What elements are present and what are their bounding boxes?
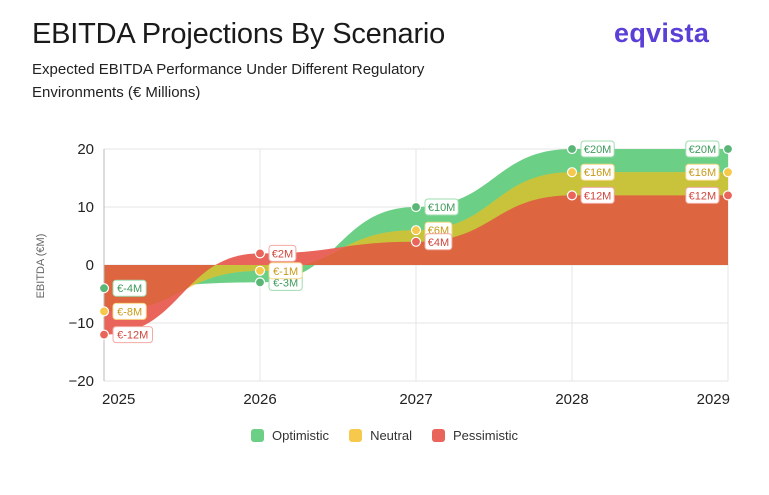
data-label-text: €-4M bbox=[117, 283, 142, 295]
marker-neutral bbox=[254, 265, 266, 276]
chart-title: EBITDA Projections By Scenario bbox=[32, 18, 446, 50]
data-label-pessimistic: €12M bbox=[685, 186, 720, 204]
data-label-text: €-1M bbox=[273, 266, 298, 278]
x-tick-label: 2029 bbox=[697, 391, 730, 408]
marker-optimistic bbox=[410, 201, 422, 213]
legend-item-neutral[interactable]: Neutral bbox=[349, 428, 412, 443]
legend-label: Neutral bbox=[370, 428, 412, 443]
marker-pessimistic bbox=[254, 248, 266, 259]
x-tick-label: 2028 bbox=[555, 391, 588, 408]
legend-item-optimistic[interactable]: Optimistic bbox=[251, 428, 329, 443]
marker-neutral bbox=[98, 306, 110, 317]
data-label-optimistic: €10M bbox=[424, 198, 459, 216]
x-tick-label: 2027 bbox=[399, 391, 432, 408]
marker-neutral bbox=[410, 225, 422, 236]
marker-pessimistic bbox=[722, 190, 734, 201]
data-label-optimistic: €20M bbox=[685, 140, 720, 158]
axes: 20 10 0 −10 −20 2025 2026 2027 2028 2029 EBITDA (€… bbox=[35, 141, 730, 408]
marker-optimistic bbox=[566, 143, 578, 155]
chart-legend: Optimistic Neutral Pessimistic bbox=[0, 428, 769, 445]
data-label-box bbox=[580, 140, 615, 158]
data-label-text: €-8M bbox=[117, 306, 142, 318]
data-label-box bbox=[580, 186, 615, 204]
data-label-text: €12M bbox=[689, 190, 717, 202]
data-label-text: €-12M bbox=[117, 330, 148, 342]
marker-pessimistic bbox=[98, 329, 110, 340]
data-labels: €-4M €-3M€10M€20M €20M€-8M€-1M€6M€16M €16M€… bbox=[112, 140, 720, 344]
legend-label: Optimistic bbox=[272, 428, 330, 443]
data-label-box bbox=[268, 244, 297, 262]
data-label-text: €2M bbox=[272, 248, 293, 260]
data-label-box bbox=[424, 198, 459, 216]
marker-optimistic bbox=[722, 143, 734, 155]
data-label-box bbox=[112, 302, 147, 320]
y-tick-label: −20 bbox=[69, 373, 94, 390]
y-tick-label: −10 bbox=[69, 315, 94, 332]
data-label-optimistic: €-4M bbox=[112, 279, 147, 297]
data-label-box bbox=[685, 140, 720, 158]
marker-pessimistic bbox=[566, 190, 578, 201]
data-label-text: €-3M bbox=[273, 277, 298, 289]
data-label-optimistic: €20M bbox=[580, 140, 615, 158]
marker-neutral bbox=[722, 167, 734, 178]
marker-pessimistic bbox=[410, 236, 422, 247]
marker-optimistic bbox=[254, 277, 266, 288]
legend-swatch bbox=[431, 429, 445, 442]
eqvista-logo: eqvista bbox=[614, 18, 710, 48]
data-markers bbox=[98, 143, 734, 340]
data-label-box bbox=[268, 262, 303, 280]
y-tick-label: 10 bbox=[77, 199, 94, 216]
x-tick-label: 2025 bbox=[102, 391, 135, 408]
data-label-text: €10M bbox=[428, 202, 456, 214]
data-label-box bbox=[424, 233, 453, 251]
legend-swatch bbox=[349, 429, 363, 442]
data-label-neutral: €-8M bbox=[112, 302, 147, 320]
data-label-box bbox=[112, 326, 153, 344]
data-label-text: €12M bbox=[584, 190, 612, 202]
y-tick-label: 0 bbox=[86, 257, 94, 274]
legend-label: Pessimistic bbox=[452, 428, 518, 443]
data-label-pessimistic: €12M bbox=[580, 186, 615, 204]
chart-subtitle: Expected EBITDA Performance Under Differ… bbox=[32, 61, 425, 101]
data-label-pessimistic: €2M bbox=[268, 244, 297, 262]
marker-optimistic bbox=[98, 283, 110, 294]
data-label-box bbox=[685, 163, 720, 181]
data-label-neutral: €16M bbox=[580, 163, 615, 181]
y-axis-label: EBITDA (€M) bbox=[35, 234, 47, 299]
data-label-text: €20M bbox=[584, 144, 612, 156]
legend-item-pessimistic[interactable]: Pessimistic bbox=[431, 428, 518, 443]
y-tick-label: 20 bbox=[77, 141, 94, 158]
data-label-text: €16M bbox=[689, 167, 717, 179]
data-label-box bbox=[685, 186, 720, 204]
data-label-pessimistic: €4M bbox=[424, 233, 453, 251]
data-label-text: €4M bbox=[428, 237, 449, 249]
data-label-pessimistic: €-12M bbox=[112, 326, 153, 344]
legend-swatch bbox=[251, 429, 264, 442]
data-label-text: €16M bbox=[584, 167, 612, 179]
data-label-box bbox=[112, 279, 147, 297]
x-tick-label: 2026 bbox=[243, 391, 276, 408]
data-label-neutral: €16M bbox=[685, 163, 720, 181]
data-label-text: €20M bbox=[689, 144, 717, 156]
marker-neutral bbox=[566, 167, 578, 178]
data-label-neutral: €-1M bbox=[268, 262, 303, 280]
data-label-box bbox=[580, 163, 615, 181]
area-overlap-neutral-pessimistic bbox=[104, 195, 728, 312]
